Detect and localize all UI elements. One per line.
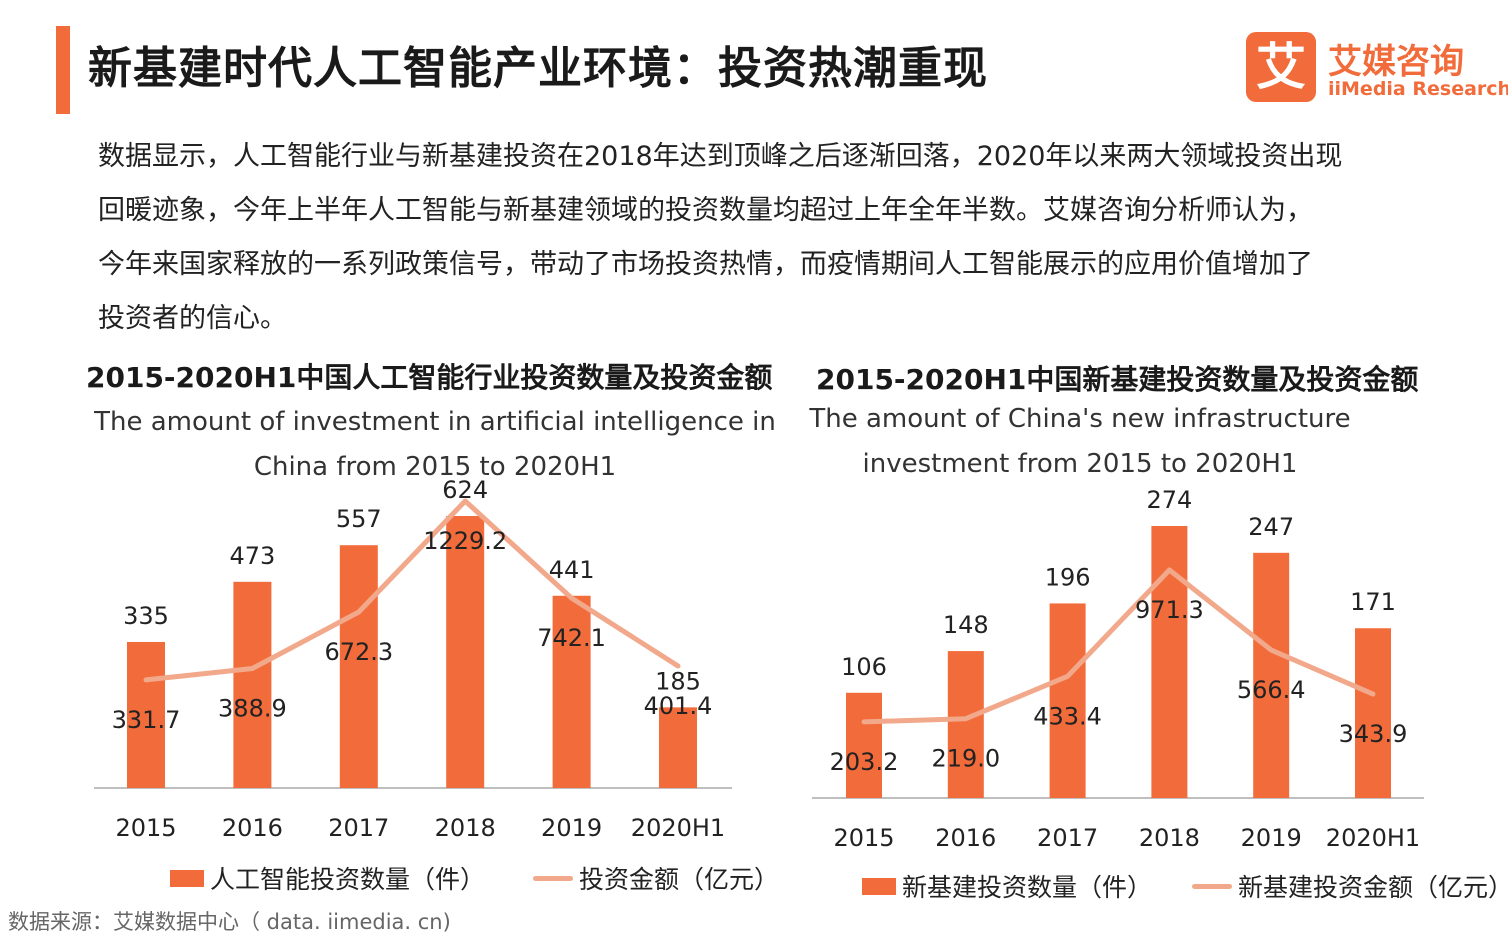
chart1-bar — [552, 595, 591, 788]
logo-name-en: iiMedia Research — [1328, 78, 1508, 100]
chart2-bar-label: 196 — [1045, 563, 1091, 591]
body-line: 投资者的信心。 — [98, 303, 287, 334]
chart2-bar — [947, 651, 984, 798]
chart2-tick-label: 2020H1 — [1326, 824, 1420, 852]
chart2-bar — [1151, 526, 1188, 798]
chart2-bar-label: 247 — [1248, 513, 1294, 541]
body-paragraph: 数据显示，人工智能行业与新基建投资在2018年达到顶峰之后逐渐回落，2020年以… — [98, 130, 1418, 346]
chart2-bar-label: 148 — [943, 611, 989, 639]
chart2-bar — [1355, 628, 1391, 798]
chart1-subtitle: The amount of investment in artificial i… — [90, 400, 780, 490]
chart1-line-series — [143, 498, 681, 683]
logo-name-cn: 艾媒咨询 — [1328, 42, 1464, 82]
chart2-subtitle-line: investment from 2015 to 2020H1 — [862, 449, 1298, 479]
legend-line-swatch — [1192, 883, 1233, 889]
chart2-tick-label: 2018 — [1139, 824, 1200, 852]
chart2-line-label: 343.9 — [1339, 720, 1408, 748]
chart1-bar — [339, 545, 378, 788]
chart1-bar-label: 441 — [549, 556, 595, 584]
chart2-tick-label: 2019 — [1241, 824, 1302, 852]
legend-line-label: 新基建投资金额（亿元） — [1238, 873, 1508, 902]
chart1-line-label: 672.3 — [324, 638, 393, 666]
legend-bar-label: 人工智能投资数量（件） — [210, 865, 486, 894]
chart2-bar-label: 274 — [1146, 486, 1192, 514]
iimedia-logo: 艾 艾媒咨询 iiMedia Research — [1246, 32, 1508, 104]
data-source: 数据来源：艾媒数据中心（ data. iimedia. cn) — [8, 910, 451, 934]
chart2-legend: 新基建投资数量（件） 新基建投资金额（亿元） — [862, 868, 1508, 904]
chart2-line-label: 203.2 — [830, 748, 899, 776]
chart2-bar — [1049, 603, 1086, 798]
page-title: 新基建时代人工智能产业环境：投资热潮重现 — [88, 43, 988, 94]
chart1-subtitle-line: China from 2015 to 2020H1 — [253, 452, 617, 482]
chart2-bar — [846, 692, 882, 798]
chart1-bar-label: 473 — [229, 542, 275, 570]
legend-line-label: 投资金额（亿元） — [579, 865, 780, 894]
body-line: 今年来国家释放的一系列政策信号，带动了市场投资热情，而疫情期间人工智能展示的应用… — [98, 249, 1313, 280]
chart1-line-label: 388.9 — [218, 694, 287, 722]
chart1-tick-label: 2018 — [435, 814, 496, 842]
chart1-bar-label: 557 — [336, 505, 382, 533]
chart1-line-label: 331.7 — [112, 706, 181, 734]
title-accent-bar — [56, 26, 70, 114]
body-line: 数据显示，人工智能行业与新基建投资在2018年达到顶峰之后逐渐回落，2020年以… — [98, 141, 1343, 172]
chart1-bar-label: 335 — [123, 602, 169, 630]
chart1-subtitle-line: The amount of investment in artificial i… — [94, 407, 776, 437]
legend-line-swatch — [533, 875, 574, 881]
chart2-line-label: 971.3 — [1135, 596, 1204, 624]
chart1-bar — [659, 707, 697, 788]
logo-mark: 艾 — [1246, 32, 1316, 102]
chart2-title: 2015-2020H1中国新基建投资数量及投资金额 — [816, 363, 1419, 396]
chart1-line-label: 1229.2 — [423, 527, 507, 555]
chart2-bar-label: 106 — [841, 653, 887, 681]
chart2-line-label: 433.4 — [1033, 702, 1102, 730]
chart1-title: 2015-2020H1中国人工智能行业投资数量及投资金额 — [86, 361, 773, 394]
legend-bar-label: 新基建投资数量（件） — [902, 873, 1153, 902]
chart2-subtitle-line: The amount of China's new infrastructure — [809, 404, 1351, 434]
chart1-bar — [446, 516, 485, 788]
chart1-bar-label: 185 — [655, 667, 701, 695]
chart2-tick-label: 2015 — [833, 824, 894, 852]
chart1-tick-label: 2016 — [222, 814, 283, 842]
chart2-bar — [1253, 552, 1290, 798]
chart1-tick-label: 2019 — [541, 814, 602, 842]
chart1-bar — [233, 581, 272, 788]
chart2-bar-label: 171 — [1350, 588, 1396, 616]
chart2-subtitle: The amount of China's new infrastructure… — [800, 397, 1360, 487]
legend-bar-swatch — [170, 869, 204, 887]
body-line: 回暖迹象，今年上半年人工智能与新基建领域的投资数量均超过上年全年半数。艾媒咨询分… — [98, 195, 1313, 226]
chart2-tick-label: 2016 — [935, 824, 996, 852]
chart1-tick-label: 2020H1 — [631, 814, 725, 842]
chart1-tick-label: 2015 — [115, 814, 176, 842]
chart2-tick-label: 2017 — [1037, 824, 1098, 852]
chart2-line-label: 219.0 — [931, 745, 1000, 773]
chart1-tick-label: 2017 — [328, 814, 389, 842]
chart1-line-label: 742.1 — [537, 624, 606, 652]
chart2-line-label: 566.4 — [1237, 676, 1306, 704]
chart1-line-label: 401.4 — [644, 692, 713, 720]
chart1-bar — [127, 641, 165, 788]
chart2-line-series — [861, 567, 1376, 725]
legend-bar-swatch — [862, 877, 896, 895]
chart1-legend: 人工智能投资数量（件） 投资金额（亿元） — [170, 860, 779, 896]
